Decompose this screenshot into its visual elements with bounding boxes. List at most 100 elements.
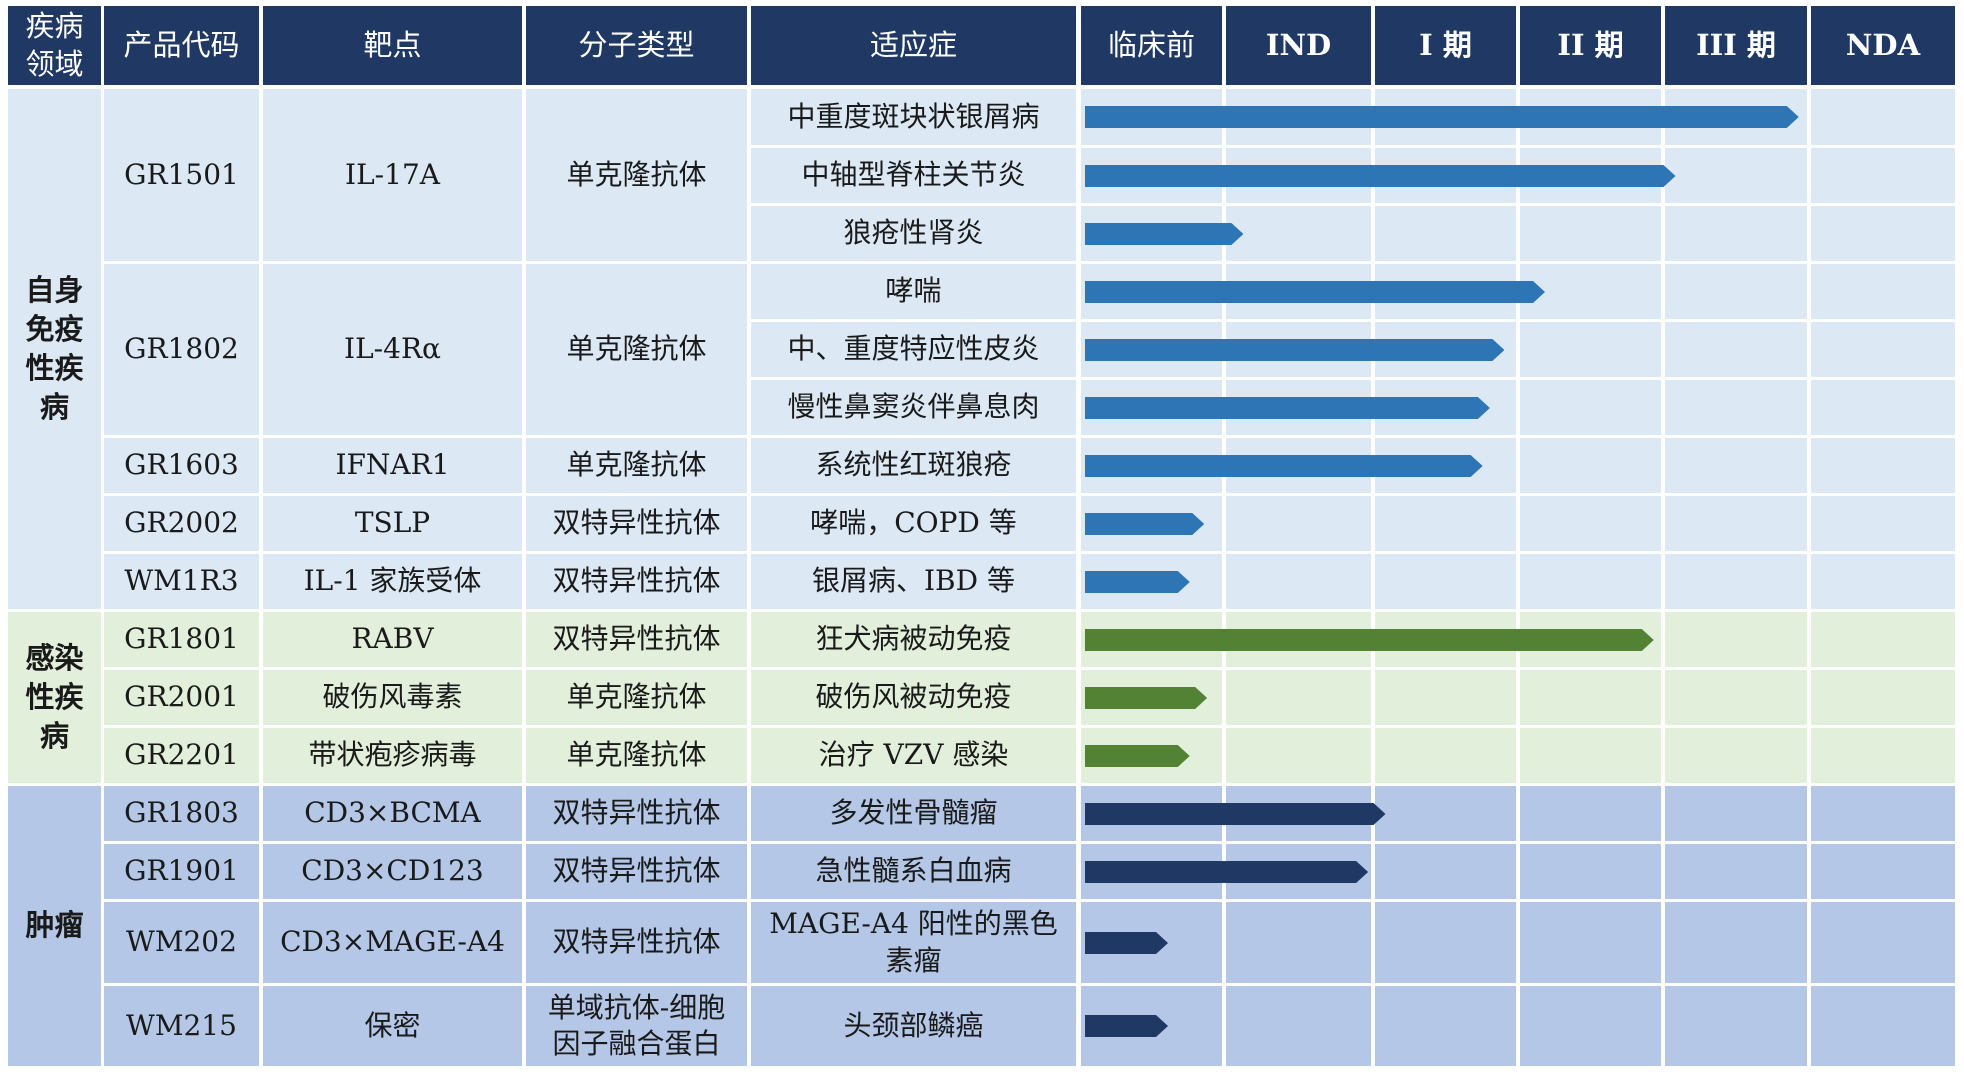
header-code: 产品代码 <box>104 6 259 85</box>
product-mol-type-5-text: 双特异性抗体 <box>552 622 721 656</box>
progress-arrow-15 <box>1085 1015 1168 1037</box>
phase-cell <box>1226 496 1371 551</box>
product-target-3-text: TSLP <box>354 506 431 540</box>
indication-0: 中重度斑块状银屑病 <box>751 89 1076 145</box>
progress-bar-2 <box>1085 222 1244 245</box>
domain-cell-0: 自身 免疫 性疾 病 <box>8 89 101 609</box>
phase-cell <box>1375 986 1516 1066</box>
phase-cell <box>1665 322 1807 377</box>
phase-cell <box>1520 554 1661 609</box>
product-code-1: GR1802 <box>104 264 259 435</box>
product-target-2: IFNAR1 <box>263 438 522 493</box>
indication-1: 中轴型脊柱关节炎 <box>751 148 1076 203</box>
indication-8-text: 银屑病、IBD 等 <box>812 564 1015 598</box>
header-phase-0: 临床前 <box>1081 6 1222 85</box>
phase-cell <box>1811 438 1955 493</box>
phase-cell <box>1665 496 1807 551</box>
indication-14-text: MAGE-A4 阳性的黑色 素瘤 <box>769 907 1058 977</box>
product-target-1: IL-4Rα <box>263 264 522 435</box>
product-mol-type-11-text: 单域抗体-细胞 因子融合蛋白 <box>547 990 726 1060</box>
product-mol-type-5: 双特异性抗体 <box>526 612 747 667</box>
progress-arrow-8 <box>1085 570 1190 593</box>
header-target-text: 靶点 <box>363 27 422 62</box>
product-mol-type-3: 双特异性抗体 <box>526 496 747 551</box>
indication-2: 狼疮性肾炎 <box>751 206 1076 261</box>
indication-5: 慢性鼻窦炎伴鼻息肉 <box>751 380 1076 435</box>
product-target-10: CD3×MAGE-A4 <box>263 902 522 983</box>
header-phase-4: III 期 <box>1665 6 1807 85</box>
indication-6: 系统性红斑狼疮 <box>751 438 1076 493</box>
indication-13-text: 急性髓系白血病 <box>815 854 1012 888</box>
product-code-1-text: GR1802 <box>124 332 239 366</box>
product-target-10-text: CD3×MAGE-A4 <box>280 925 505 959</box>
phase-cell <box>1226 728 1371 783</box>
product-code-0-text: GR1501 <box>124 157 239 191</box>
progress-arrow-1 <box>1085 164 1676 187</box>
product-code-5: GR1801 <box>104 612 259 667</box>
progress-arrow-4 <box>1085 338 1505 361</box>
progress-bar-0 <box>1085 106 1799 128</box>
phase-cell <box>1665 844 1807 899</box>
product-mol-type-8-text: 双特异性抗体 <box>552 796 721 830</box>
product-code-6-text: GR2001 <box>124 680 239 714</box>
phase-cell <box>1811 670 1955 725</box>
product-code-2-text: GR1603 <box>124 448 239 482</box>
phase-cell <box>1811 728 1955 783</box>
phase-cell <box>1520 728 1661 783</box>
product-target-0-text: IL-17A <box>345 157 440 191</box>
header-mol-type: 分子类型 <box>526 6 747 85</box>
phase-cell <box>1375 728 1516 783</box>
product-mol-type-8: 双特异性抗体 <box>526 786 747 841</box>
product-target-9-text: CD3×CD123 <box>301 854 484 888</box>
progress-arrow-10 <box>1085 686 1208 709</box>
progress-bar-12 <box>1085 802 1386 825</box>
phase-cell <box>1665 206 1807 261</box>
progress-arrow-9 <box>1085 628 1654 651</box>
header-phase-5-text: NDA <box>1845 27 1921 62</box>
domain-cell-2-text: 肿瘤 <box>25 908 84 943</box>
header-indication: 适应症 <box>751 6 1076 85</box>
phase-cell <box>1375 786 1516 841</box>
product-code-6: GR2001 <box>104 670 259 725</box>
phase-cell <box>1375 554 1516 609</box>
phase-cell <box>1520 670 1661 725</box>
phase-cell <box>1665 148 1807 203</box>
product-code-4-text: WM1R3 <box>124 564 239 598</box>
header-domain-text: 疾病 领域 <box>25 8 84 81</box>
product-target-6-text: 破伤风毒素 <box>322 680 463 714</box>
progress-bar-3 <box>1085 280 1545 303</box>
phase-cell <box>1375 496 1516 551</box>
indication-4-text: 中、重度特应性皮炎 <box>787 332 1040 366</box>
indication-7-text: 哮喘，COPD 等 <box>810 506 1017 540</box>
phase-cell <box>1665 902 1807 983</box>
progress-bar-9 <box>1085 628 1654 651</box>
product-target-3: TSLP <box>263 496 522 551</box>
indication-9-text: 狂犬病被动免疫 <box>815 622 1012 656</box>
phase-cell <box>1665 438 1807 493</box>
phase-cell <box>1665 728 1807 783</box>
product-target-9: CD3×CD123 <box>263 844 522 899</box>
phase-cell <box>1811 148 1955 203</box>
indication-7: 哮喘，COPD 等 <box>751 496 1076 551</box>
indication-5-text: 慢性鼻窦炎伴鼻息肉 <box>787 390 1040 424</box>
product-code-11-text: WM215 <box>126 1008 237 1042</box>
indication-15: 头颈部鳞癌 <box>751 986 1076 1066</box>
indication-8: 银屑病、IBD 等 <box>751 554 1076 609</box>
phase-cell <box>1520 438 1661 493</box>
product-code-0: GR1501 <box>104 89 259 261</box>
product-target-7-text: 带状疱疹病毒 <box>308 738 477 772</box>
phase-cell <box>1811 264 1955 319</box>
phase-cell <box>1520 844 1661 899</box>
product-code-7-text: GR2201 <box>124 738 239 772</box>
product-mol-type-2-text: 单克隆抗体 <box>566 448 707 482</box>
indication-3: 哮喘 <box>751 264 1076 319</box>
product-code-5-text: GR1801 <box>124 622 239 656</box>
product-target-0: IL-17A <box>263 89 522 261</box>
phase-cell <box>1811 206 1955 261</box>
product-mol-type-0-text: 单克隆抗体 <box>566 157 707 191</box>
product-code-9-text: GR1901 <box>124 854 239 888</box>
header-code-text: 产品代码 <box>123 27 240 62</box>
domain-cell-1: 感染 性疾 病 <box>8 612 101 783</box>
product-target-1-text: IL-4Rα <box>344 332 441 366</box>
